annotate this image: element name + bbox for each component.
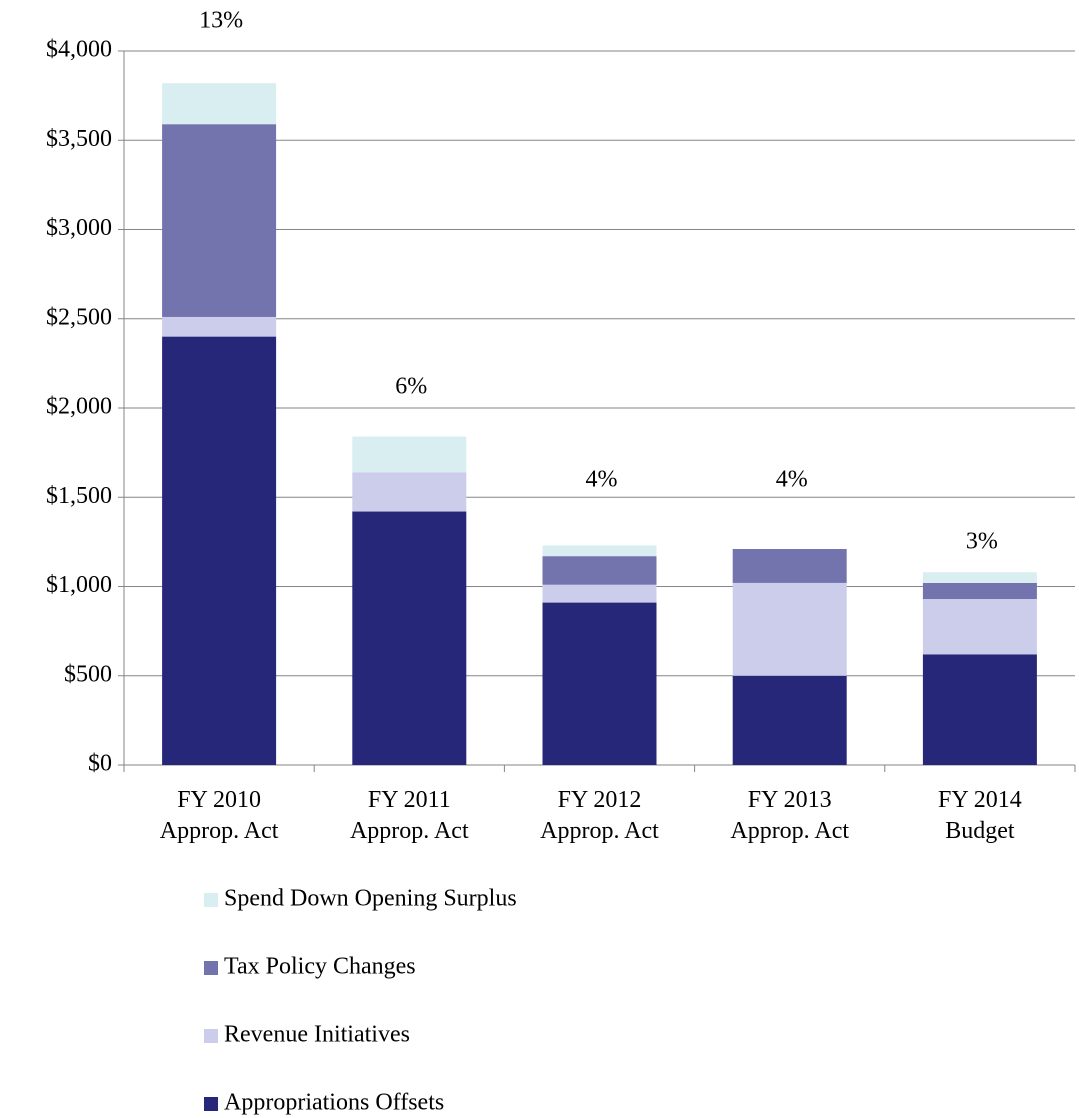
annotation: 3% <box>966 529 998 555</box>
bar-segment <box>542 602 657 765</box>
y-tick-label: $1,500 <box>46 483 112 509</box>
x-tick-label-line: Approp. Act <box>160 818 279 844</box>
bar-segment <box>732 675 847 765</box>
x-tick-label: FY 2012 Approp. Act <box>540 787 659 844</box>
bar-segment <box>542 556 657 585</box>
annotation: 4% <box>776 467 808 493</box>
y-tick-label: $500 <box>64 661 112 687</box>
bar-segment <box>542 545 657 557</box>
x-tick-label-line: Approp. Act <box>540 818 659 844</box>
bar-segment <box>162 316 277 337</box>
bar-segment <box>922 598 1037 655</box>
x-tick-label-line: FY 2011 <box>368 787 451 813</box>
x-tick-label-line: FY 2013 <box>748 787 832 813</box>
legend-swatch <box>204 961 218 975</box>
legend-label: Spend Down Opening Surplus <box>224 886 517 912</box>
bar-segment <box>352 436 467 473</box>
legend-swatch <box>204 1029 218 1043</box>
bar-segment <box>542 584 657 603</box>
legend-label: Appropriations Offsets <box>224 1090 444 1116</box>
x-tick-label: FY 2010 Approp. Act <box>160 787 279 844</box>
y-tick-label: $0 <box>88 751 112 777</box>
annotation: 13% <box>199 8 243 34</box>
x-tick-label-line: Budget <box>945 818 1015 844</box>
y-tick-label: $3,500 <box>46 126 112 152</box>
bar-segment <box>352 472 467 512</box>
bar-segment <box>922 572 1037 583</box>
bar-segment <box>922 582 1037 599</box>
x-tick-label-line: FY 2012 <box>558 787 642 813</box>
x-tick-label-line: Approp. Act <box>350 818 469 844</box>
x-tick-label-line: Approp. Act <box>730 818 849 844</box>
x-tick-label: FY 2014 Budget <box>938 787 1022 844</box>
legend-swatch <box>204 1097 218 1111</box>
x-tick-label-line: FY 2010 <box>177 787 261 813</box>
y-tick-label: $2,000 <box>46 394 112 420</box>
bar-segment <box>162 336 277 765</box>
bar-segment <box>732 582 847 676</box>
legend-swatch <box>204 893 218 907</box>
y-tick-label: $1,000 <box>46 572 112 598</box>
bar-segment <box>352 511 467 765</box>
annotation: 4% <box>586 467 618 493</box>
x-tick-label: FY 2013 Approp. Act <box>730 787 849 844</box>
y-tick-label: $3,000 <box>46 215 112 241</box>
bar-segment <box>162 124 277 317</box>
bar-segment <box>162 83 277 125</box>
annotation: 6% <box>395 374 427 400</box>
legend-label: Tax Policy Changes <box>224 954 416 980</box>
y-tick-label: $4,000 <box>46 37 112 63</box>
y-tick-label: $2,500 <box>46 304 112 330</box>
bar-segment <box>922 654 1037 765</box>
bar-segment <box>732 549 847 583</box>
x-tick-label-line: FY 2014 <box>938 787 1022 813</box>
legend-label: Revenue Initiatives <box>224 1022 410 1048</box>
x-tick-label: FY 2011 Approp. Act <box>350 787 469 844</box>
